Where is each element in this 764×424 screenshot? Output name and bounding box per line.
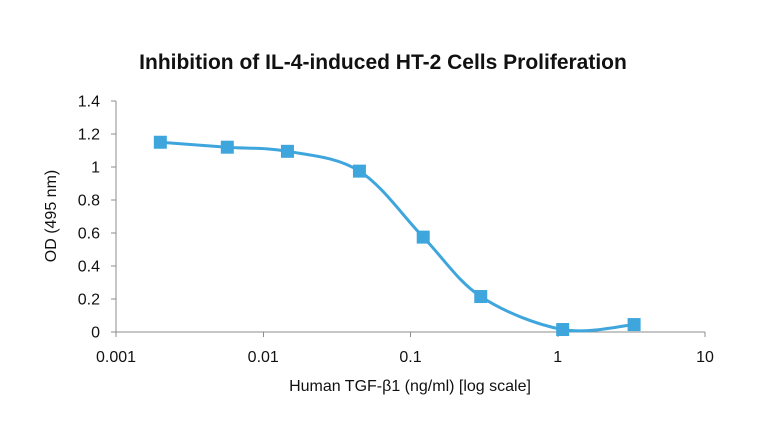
data-point-marker	[280, 144, 294, 158]
x-axis: 0.001 0.01 0.1 1 10	[96, 331, 714, 366]
y-axis: 0 0.2 0.4 0.6 0.8 1 1.2 1.4	[78, 94, 117, 342]
x-axis-label: Human TGF-β1 (ng/ml) [log scale]	[289, 378, 531, 395]
x-tick-label: 1	[553, 349, 562, 366]
x-tick-label: 0.001	[96, 349, 136, 366]
y-tick-label: 0.6	[78, 226, 100, 243]
series-group	[153, 135, 641, 337]
data-point-marker	[627, 318, 641, 332]
data-point-marker	[153, 135, 167, 149]
y-tick-label: 0.4	[78, 259, 100, 276]
y-tick-label: 0.8	[78, 193, 100, 210]
y-tick-label: 1.4	[78, 94, 100, 111]
data-point-marker	[556, 323, 570, 337]
x-tick-label: 0.1	[399, 349, 421, 366]
x-tick-label: 10	[696, 349, 714, 366]
data-point-marker	[416, 230, 430, 244]
series-line	[158, 140, 636, 333]
y-axis-label: OD (495 nm)	[43, 170, 60, 262]
data-point-marker	[352, 164, 366, 178]
y-tick-label: 1.2	[78, 127, 100, 144]
data-point-marker	[474, 290, 488, 304]
y-tick-label: 0.2	[78, 292, 100, 309]
y-tick-label: 1	[91, 160, 100, 177]
y-tick-label: 0	[91, 325, 100, 342]
chart-title: Inhibition of IL-4-induced HT-2 Cells Pr…	[139, 51, 627, 74]
x-tick-label: 0.01	[248, 349, 279, 366]
data-point-marker	[220, 140, 234, 154]
